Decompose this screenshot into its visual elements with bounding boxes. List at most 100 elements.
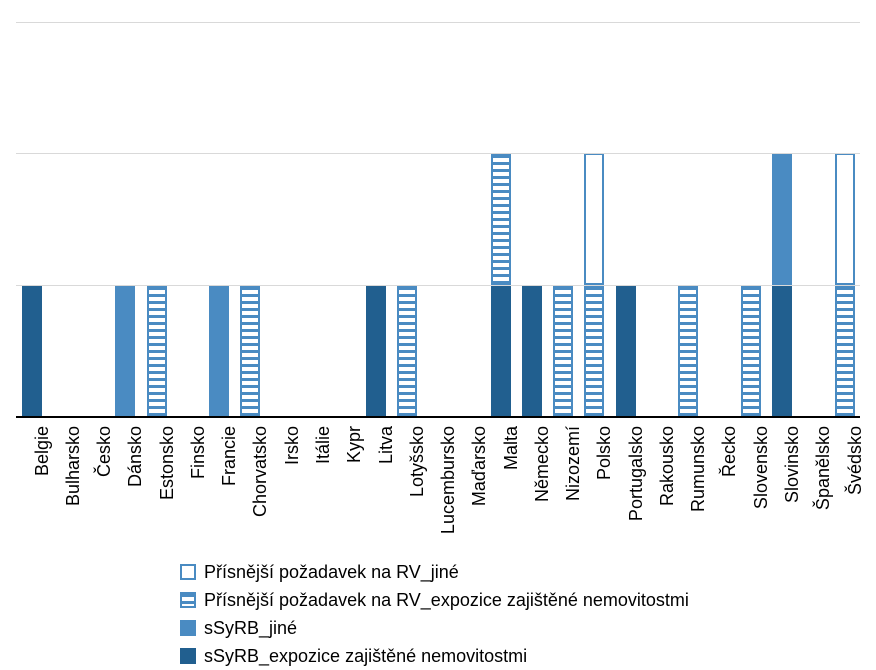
- legend-item: sSyRB_jiné: [180, 614, 689, 642]
- x-axis-label: Dánsko: [110, 420, 141, 554]
- x-axis-label: Rumunsko: [673, 420, 704, 554]
- stacked-bar-chart: BelgieBulharskoČeskoDánskoEstonskoFinsko…: [0, 0, 876, 670]
- category: [641, 24, 672, 416]
- x-axis-label: Estonsko: [141, 420, 172, 554]
- bar-segment-s1: [522, 285, 542, 416]
- category: [297, 24, 328, 416]
- bar-stack: [616, 285, 636, 416]
- legend-label: sSyRB_jiné: [204, 618, 297, 639]
- x-axis-label: Slovinsko: [766, 420, 797, 554]
- legend-label: Přísnější požadavek na RV_jiné: [204, 562, 459, 583]
- legend-item: Přísnější požadavek na RV_expozice zajiš…: [180, 586, 689, 614]
- bar-segment-s1: [22, 285, 42, 416]
- x-axis-label-text: Švédsko: [845, 426, 866, 495]
- bar-segment-s3: [678, 285, 698, 416]
- category: [204, 24, 235, 416]
- bar-segment-s3: [741, 285, 761, 416]
- x-axis-label: Španělsko: [798, 420, 829, 554]
- x-axis-label: Nizozemí: [548, 420, 579, 554]
- x-axis-label: Belgie: [16, 420, 47, 554]
- bar-stack: [115, 285, 135, 416]
- legend-swatch: [180, 648, 196, 664]
- x-axis-label: Chorvatsko: [235, 420, 266, 554]
- legend-item: Přísnější požadavek na RV_jiné: [180, 558, 689, 586]
- bar-stack: [240, 285, 260, 416]
- legend-swatch: [180, 620, 196, 636]
- category: [610, 24, 641, 416]
- category: [47, 24, 78, 416]
- bar-stack: [147, 285, 167, 416]
- category: [266, 24, 297, 416]
- x-axis-labels: BelgieBulharskoČeskoDánskoEstonskoFinsko…: [16, 420, 860, 554]
- category: [579, 24, 610, 416]
- bar-segment-s3: [553, 285, 573, 416]
- category: [172, 24, 203, 416]
- x-axis-label: Česko: [79, 420, 110, 554]
- category: [16, 24, 47, 416]
- legend-label: sSyRB_expozice zajištěné nemovitostmi: [204, 646, 527, 667]
- bar-segment-s3: [491, 153, 511, 284]
- bar-stack: [678, 285, 698, 416]
- bar-stack: [553, 285, 573, 416]
- category: [110, 24, 141, 416]
- bar-segment-s3: [584, 285, 604, 416]
- gridline: [16, 285, 860, 286]
- bar-stack: [22, 285, 42, 416]
- category: [485, 24, 516, 416]
- category: [235, 24, 266, 416]
- x-axis-label: Finsko: [172, 420, 203, 554]
- x-axis-label: Francie: [204, 420, 235, 554]
- gridline: [16, 153, 860, 154]
- category: [548, 24, 579, 416]
- bar-stack: [741, 285, 761, 416]
- bar-segment-s2: [772, 153, 792, 284]
- x-axis-label: Litva: [360, 420, 391, 554]
- x-axis-label: Lotyšsko: [391, 420, 422, 554]
- bar-segment-s1: [366, 285, 386, 416]
- bar-stack: [366, 285, 386, 416]
- bar-segment-s4: [584, 153, 604, 284]
- category: [766, 24, 797, 416]
- category: [79, 24, 110, 416]
- bar-segment-s1: [616, 285, 636, 416]
- bar-stack: [522, 285, 542, 416]
- legend-label: Přísnější požadavek na RV_expozice zajiš…: [204, 590, 689, 611]
- x-axis-label: Bulharsko: [47, 420, 78, 554]
- bar-segment-s2: [115, 285, 135, 416]
- legend: Přísnější požadavek na RV_jiné Přísnější …: [180, 558, 689, 670]
- bar-segment-s1: [491, 285, 511, 416]
- bars-container: [16, 24, 860, 416]
- bar-segment-s2: [209, 285, 229, 416]
- x-axis-label: Portugalsko: [610, 420, 641, 554]
- bar-stack: [209, 285, 229, 416]
- x-axis-label: Lucembursko: [422, 420, 453, 554]
- category: [673, 24, 704, 416]
- bar-segment-s1: [772, 285, 792, 416]
- x-axis-label: Irsko: [266, 420, 297, 554]
- x-axis-label: Polsko: [579, 420, 610, 554]
- x-axis-label: Řecko: [704, 420, 735, 554]
- category: [422, 24, 453, 416]
- category: [798, 24, 829, 416]
- plot-area: [16, 24, 860, 418]
- category: [360, 24, 391, 416]
- x-axis-label: Slovensko: [735, 420, 766, 554]
- legend-swatch: [180, 592, 196, 608]
- bar-segment-s3: [240, 285, 260, 416]
- bar-stack: [397, 285, 417, 416]
- x-axis-label: Malta: [485, 420, 516, 554]
- x-axis-label: Švédsko: [829, 420, 860, 554]
- bar-segment-s3: [835, 285, 855, 416]
- category: [454, 24, 485, 416]
- category: [329, 24, 360, 416]
- bar-segment-s3: [147, 285, 167, 416]
- x-axis-label: Itálie: [297, 420, 328, 554]
- category: [829, 24, 860, 416]
- category: [391, 24, 422, 416]
- gridline: [16, 22, 860, 23]
- legend-item: sSyRB_expozice zajištěné nemovitostmi: [180, 642, 689, 670]
- x-axis-label: Rakousko: [641, 420, 672, 554]
- category: [735, 24, 766, 416]
- x-axis-label: Německo: [516, 420, 547, 554]
- legend-swatch: [180, 564, 196, 580]
